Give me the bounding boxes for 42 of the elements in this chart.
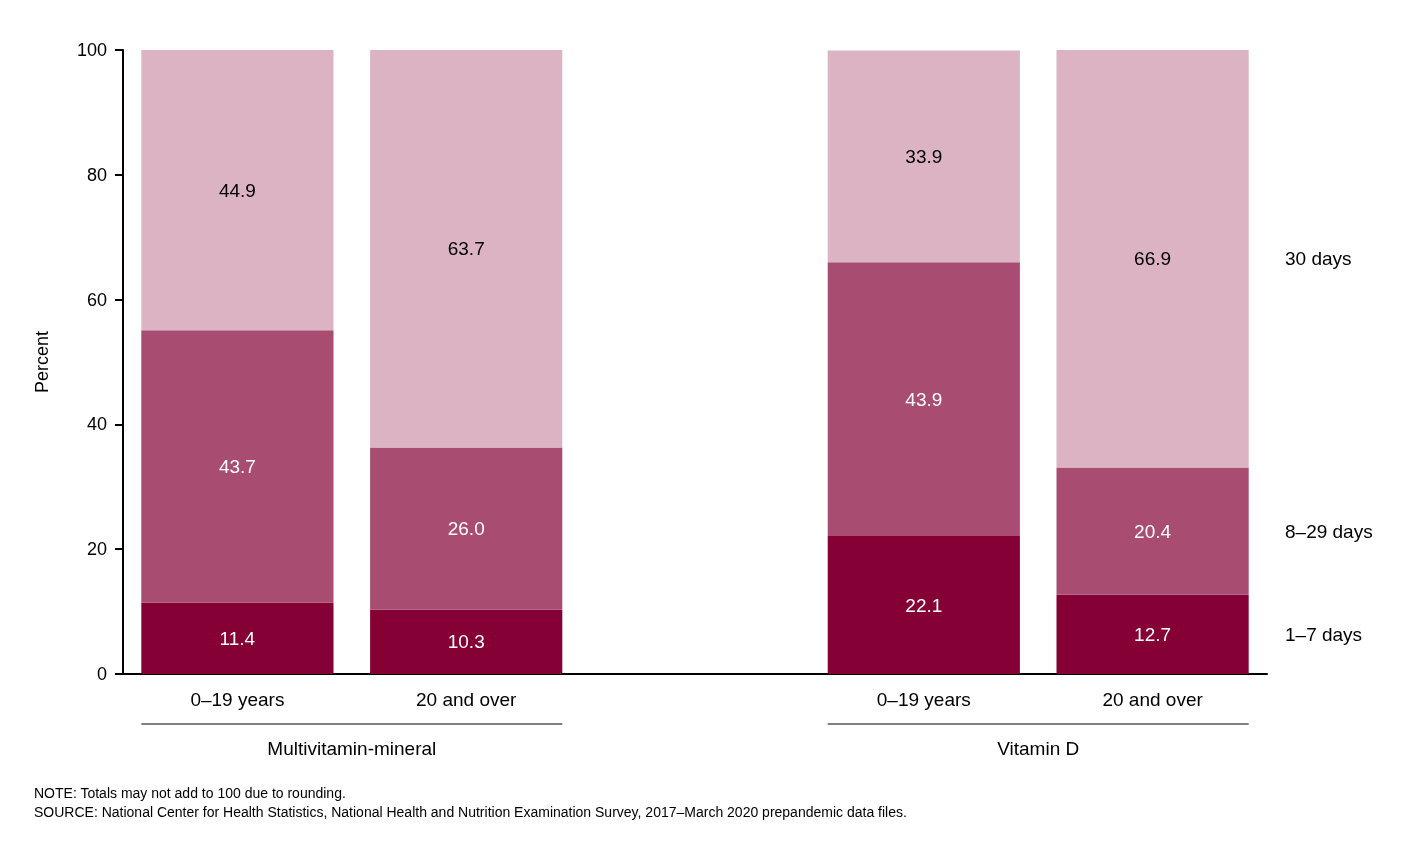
text: Multivitamin-mineral xyxy=(267,738,437,759)
data-label: 20.4 xyxy=(1134,520,1172,542)
x-tick-label: 0–19 years xyxy=(876,689,971,710)
bar xyxy=(370,447,563,610)
bar xyxy=(827,262,1020,537)
data-label: 43.7 xyxy=(218,456,256,478)
y-tick-label: 20 xyxy=(86,539,107,560)
y-tick-label: 40 xyxy=(86,414,107,435)
data-label: 33.9 xyxy=(905,145,943,167)
y-tick-label: 0 xyxy=(96,664,107,684)
x-tick-label: 20 and over xyxy=(416,689,518,710)
bar xyxy=(1056,594,1249,674)
data-label: 26.0 xyxy=(447,518,485,540)
series-label: 1–7 days xyxy=(1285,623,1363,645)
data-label: 44.9 xyxy=(218,179,256,201)
y-tick-label: 100 xyxy=(76,40,107,60)
data-label: 12.7 xyxy=(1134,623,1172,645)
series-label: 30 days xyxy=(1285,248,1352,270)
y-tick-label: 80 xyxy=(86,164,107,185)
bar xyxy=(370,609,563,674)
bar xyxy=(827,536,1020,674)
x-tick-label: 0–19 years xyxy=(190,689,285,710)
bar xyxy=(1056,467,1249,595)
data-label: 66.9 xyxy=(1134,248,1172,270)
data-label: 11.4 xyxy=(219,627,256,649)
data-label: 43.9 xyxy=(905,388,943,410)
data-label: 10.3 xyxy=(447,631,485,653)
text: Vitamin D xyxy=(997,738,1080,759)
bar xyxy=(827,50,1020,263)
y-axis-title: Percent xyxy=(32,330,52,394)
bar xyxy=(141,330,334,603)
bar xyxy=(1056,50,1249,468)
data-label: 63.7 xyxy=(447,238,485,260)
bar xyxy=(141,602,334,674)
y-tick-label: 60 xyxy=(86,289,107,310)
bar xyxy=(141,50,334,331)
x-tick-label: 20 and over xyxy=(1102,689,1204,710)
series-label: 8–29 days xyxy=(1285,520,1373,542)
source-note: SOURCE: National Center for Health Statistics, National Health and Nutrition Examination Survey, 2017–March 2020 prepandemic data files. xyxy=(34,804,907,820)
data-label: 22.1 xyxy=(905,594,943,616)
text: NOTE: Totals may not add to 100 due to rounding. xyxy=(34,785,346,801)
bar xyxy=(370,50,563,448)
